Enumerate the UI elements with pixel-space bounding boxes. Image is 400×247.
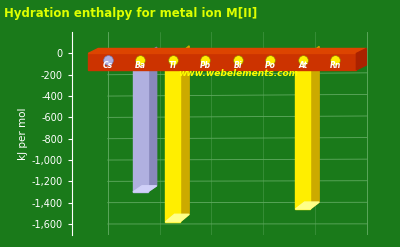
Bar (88, 53, 356, 70)
Text: Tl: Tl (169, 61, 177, 70)
Text: Cs: Cs (103, 61, 113, 70)
Text: Rn: Rn (330, 61, 341, 70)
Bar (166, 53, 180, 222)
Polygon shape (180, 46, 189, 222)
Text: www.webelements.com: www.webelements.com (178, 69, 298, 78)
Polygon shape (310, 46, 319, 209)
Text: Hydration enthalpy for metal ion M[II]: Hydration enthalpy for metal ion M[II] (4, 7, 257, 21)
Bar (133, 53, 148, 192)
Polygon shape (356, 48, 366, 70)
Polygon shape (148, 47, 157, 192)
Text: Ba: Ba (135, 61, 146, 70)
Polygon shape (88, 48, 366, 53)
Text: Pb: Pb (200, 61, 211, 70)
Polygon shape (133, 186, 157, 192)
Y-axis label: kJ per mol: kJ per mol (18, 107, 28, 160)
Text: At: At (298, 61, 307, 70)
Bar (296, 53, 310, 209)
Text: Bi: Bi (234, 61, 242, 70)
Polygon shape (166, 214, 189, 222)
Text: Po: Po (265, 61, 276, 70)
Polygon shape (296, 202, 319, 209)
